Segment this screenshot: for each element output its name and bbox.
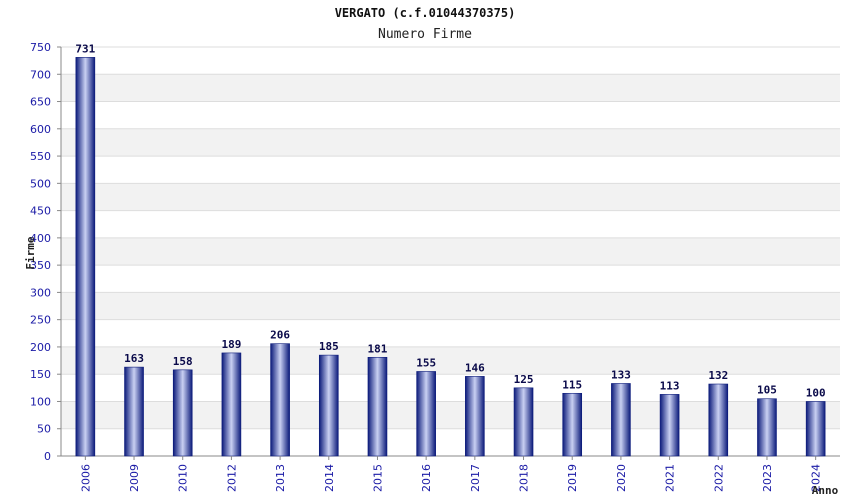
x-tick-label: 2019 <box>566 464 579 492</box>
bar <box>172 369 193 457</box>
x-tick-label: 2010 <box>177 464 190 492</box>
y-tick-label: 250 <box>30 314 51 327</box>
x-tick-label: 2017 <box>469 464 482 492</box>
bar <box>562 392 583 457</box>
x-tick-label: 2006 <box>79 464 92 492</box>
bar-value-label: 115 <box>562 378 582 391</box>
y-tick-label: 300 <box>30 286 51 299</box>
bar-value-label: 731 <box>75 42 95 55</box>
x-tick-label: 2012 <box>225 464 238 492</box>
y-tick-label: 500 <box>30 177 51 190</box>
bar <box>708 383 729 457</box>
bar <box>757 398 777 457</box>
bar-value-label: 163 <box>124 352 144 365</box>
bar <box>513 387 534 457</box>
y-tick-label: 200 <box>30 341 51 354</box>
grid-band <box>61 183 840 211</box>
bar-value-label: 185 <box>319 340 339 353</box>
chart-subtitle: Numero Firme <box>378 27 472 42</box>
x-tick-label: 2024 <box>810 464 823 492</box>
bar <box>416 371 436 457</box>
y-tick-label: 600 <box>30 123 51 136</box>
bar <box>270 343 290 457</box>
bar-value-label: 125 <box>514 373 534 386</box>
x-tick-label: 2020 <box>615 464 628 492</box>
x-tick-label: 2021 <box>664 464 677 492</box>
bar <box>367 356 388 457</box>
bar <box>318 354 339 457</box>
x-tick-label: 2013 <box>274 464 287 492</box>
y-tick-label: 150 <box>30 368 51 381</box>
bar <box>465 376 485 457</box>
x-tick-label: 2018 <box>518 464 531 492</box>
bar <box>124 366 144 457</box>
x-tick-label: 2009 <box>128 464 141 492</box>
y-tick-label: 50 <box>37 423 51 436</box>
x-tick-label: 2014 <box>323 464 336 492</box>
bar-value-label: 133 <box>611 368 631 381</box>
y-tick-label: 650 <box>30 96 51 109</box>
x-tick-label: 2016 <box>420 464 433 492</box>
bar-value-label: 132 <box>708 369 728 382</box>
grid-band <box>61 237 840 266</box>
plot-area: 0 50 100 150 200 250 300 350 400 450 500 550 600 650 7… <box>30 41 840 492</box>
bar <box>75 57 96 457</box>
grid-band <box>61 292 840 320</box>
grid-band <box>61 128 840 157</box>
y-tick-label: 550 <box>30 150 51 163</box>
bar-value-label: 206 <box>270 329 290 342</box>
y-tick-label: 350 <box>30 259 51 272</box>
bar <box>659 394 680 457</box>
y-tick-label: 450 <box>30 205 51 218</box>
x-tick-label: 2023 <box>761 464 774 492</box>
bar-value-label: 100 <box>806 386 826 399</box>
bar <box>611 383 631 457</box>
bar <box>221 352 242 457</box>
chart-title: VERGATO (c.f.01044370375) <box>335 6 516 20</box>
bar-value-label: 181 <box>368 342 388 355</box>
y-tick-label: 0 <box>44 450 51 463</box>
y-tick-label: 400 <box>30 232 51 245</box>
bar <box>805 401 826 457</box>
bar-value-label: 146 <box>465 361 485 374</box>
bar-value-label: 155 <box>416 356 436 369</box>
bar-value-label: 113 <box>660 379 680 392</box>
y-tick-label: 750 <box>30 41 51 54</box>
grid-band <box>61 74 840 102</box>
bar-value-label: 105 <box>757 384 777 397</box>
y-tick-label: 700 <box>30 68 51 81</box>
x-tick-label: 2022 <box>712 464 725 492</box>
bar-value-label: 189 <box>221 338 241 351</box>
y-axis-label: Firme <box>24 236 37 269</box>
x-axis-label: Anno <box>812 484 839 497</box>
y-tick-label: 100 <box>30 395 51 408</box>
bar-value-label: 158 <box>173 355 193 368</box>
x-tick-label: 2015 <box>371 464 384 492</box>
